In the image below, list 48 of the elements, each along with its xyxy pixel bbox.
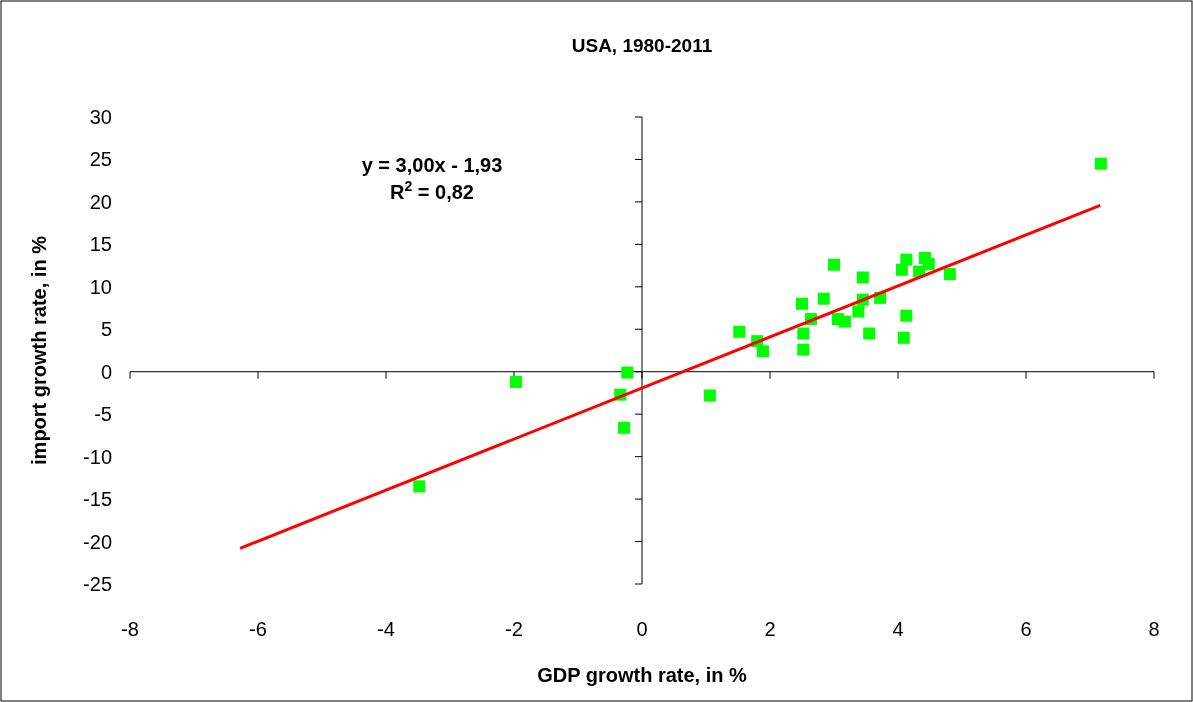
y-tick-label: -15 <box>83 488 112 511</box>
annotation: y = 3,00x - 1,93 <box>361 154 503 176</box>
x-axis-title: GDP growth rate, in % <box>537 664 748 686</box>
point <box>856 271 869 284</box>
point <box>852 305 865 318</box>
annotation: R$^{2}$ = 0,82 <box>390 178 474 203</box>
point <box>618 421 631 434</box>
x-tick-label: 2 <box>764 618 776 640</box>
y-tick-label: -10 <box>83 445 112 468</box>
point <box>797 327 810 340</box>
y-tick-label: 0 <box>100 360 112 383</box>
x-tick-label: 8 <box>1148 618 1160 640</box>
point <box>621 366 634 379</box>
x-tick-label: 0 <box>636 618 648 640</box>
point <box>900 253 913 266</box>
point <box>897 331 910 344</box>
x-tick-label: -8 <box>121 618 139 640</box>
point <box>733 325 746 338</box>
point <box>413 480 426 493</box>
point <box>838 315 851 328</box>
x-tick-label: 6 <box>1020 618 1032 640</box>
point <box>817 292 830 305</box>
point <box>900 309 913 322</box>
chart-title: USA, 1980-2011 <box>571 35 713 56</box>
y-tick-label: -20 <box>83 530 112 553</box>
point <box>509 375 522 388</box>
x-tick-label: 4 <box>892 618 904 640</box>
y-tick-label: -5 <box>94 403 112 426</box>
point <box>756 345 769 358</box>
point <box>863 327 876 340</box>
point <box>922 257 935 270</box>
x-tick-label: -2 <box>505 618 523 640</box>
x-tick-label: -4 <box>377 618 395 640</box>
point <box>796 297 808 310</box>
point <box>703 389 716 402</box>
y-tick-label: 10 <box>89 275 112 298</box>
y-tick-label: -25 <box>83 573 112 595</box>
point <box>943 268 956 281</box>
y-tick-label: 15 <box>89 233 112 256</box>
y-tick-label: 20 <box>89 190 112 213</box>
y-tick-label: 25 <box>89 148 112 171</box>
point <box>1094 157 1107 170</box>
y-tick-label: 30 <box>89 106 112 128</box>
point <box>797 343 810 356</box>
y-tick-label: 5 <box>100 318 112 341</box>
y-axis-title: import growth rate, in % <box>28 235 50 465</box>
x-tick-label: -6 <box>249 618 267 640</box>
point <box>828 258 840 271</box>
